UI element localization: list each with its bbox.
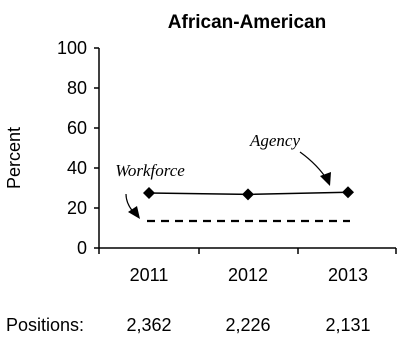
agency-data-point bbox=[242, 188, 254, 201]
y-tick-label: 0 bbox=[77, 238, 87, 258]
agency-annotation-label: Agency bbox=[249, 131, 300, 150]
x-tick-label: 2011 bbox=[130, 265, 169, 285]
agency-arrowhead-icon bbox=[320, 172, 331, 186]
y-axis-label: Percent bbox=[4, 127, 24, 189]
y-tick-label: 80 bbox=[67, 78, 87, 98]
x-tick-label: 2012 bbox=[228, 265, 268, 285]
positions-value: 2,226 bbox=[225, 315, 270, 335]
agency-data-point bbox=[143, 187, 155, 199]
workforce-annotation-label: Workforce bbox=[115, 161, 185, 180]
x-tick-label: 2013 bbox=[328, 265, 368, 285]
chart-title: African-American bbox=[168, 12, 326, 33]
agency-data-point bbox=[342, 186, 354, 199]
workforce-arrowhead-icon bbox=[128, 206, 140, 219]
series-group bbox=[143, 186, 354, 223]
y-tick-label: 40 bbox=[67, 158, 87, 178]
positions-value: 2,131 bbox=[325, 315, 370, 335]
positions-value: 2,362 bbox=[126, 315, 171, 335]
x-ticks: 2011 2012 2013 bbox=[98, 248, 397, 285]
y-tick-label: 20 bbox=[67, 198, 87, 218]
y-ticks: 0 20 40 60 80 100 bbox=[57, 38, 99, 258]
y-tick-label: 100 bbox=[57, 38, 87, 58]
y-tick-label: 60 bbox=[67, 118, 87, 138]
positions-values: 2,362 2,226 2,131 bbox=[126, 315, 370, 335]
positions-label: Positions: bbox=[6, 315, 84, 335]
